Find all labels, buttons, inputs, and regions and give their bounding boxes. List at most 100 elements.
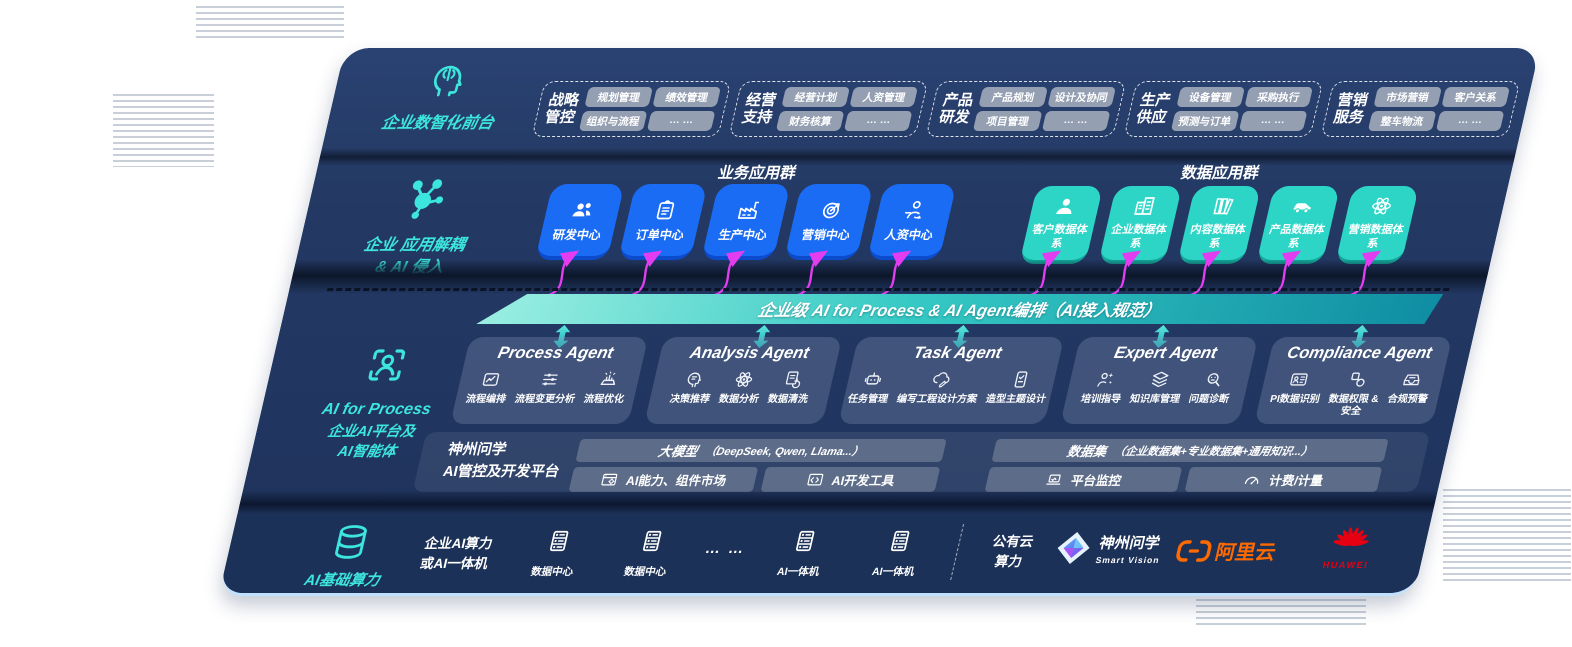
training-spark-icon	[1093, 369, 1119, 390]
front-tag: 组织与流程	[578, 111, 648, 131]
customer-icon	[1051, 194, 1081, 218]
front-group-name-line: 产品	[941, 91, 976, 109]
data-box-label: 内容数据体系	[1189, 224, 1247, 250]
agent-item: 培训指导	[1079, 369, 1128, 406]
public-cloud-line: 算力	[993, 554, 1024, 570]
doc-refresh-icon	[780, 369, 806, 390]
agent-item-label: 流程变更分析	[513, 394, 577, 405]
app-box-rd-center: 研发中心	[535, 184, 625, 260]
agent-item: 知识库管理	[1128, 369, 1187, 406]
platform-monitor-label: 平台监控	[1069, 474, 1123, 488]
app-box-marketing-center: 营销中心	[784, 184, 874, 260]
front-group-product: 产品 研发 产品规划 设计及协同 项目管理 … …	[925, 81, 1126, 137]
model-bar: 大模型 （DeepSeek, Qwen, Llama...）	[575, 439, 947, 462]
chart-box-icon	[478, 369, 504, 390]
node-label: AI一体机	[775, 566, 821, 578]
front-group-name: 生产 供应	[1135, 92, 1173, 127]
front-tag: 采购执行	[1244, 87, 1313, 107]
agent-item-label: 流程编排	[464, 394, 508, 405]
shelf-divider	[317, 148, 1517, 166]
front-tag: … …	[844, 111, 913, 131]
dev-tools-label: AI开发工具	[830, 474, 896, 488]
agent-item-label: 决策推荐	[668, 394, 712, 405]
agent-item-label: 数据清洗	[766, 394, 810, 405]
enterprise-compute-line: 或AI一体机	[418, 556, 490, 572]
dataset-bar-title: 数据集	[1065, 444, 1109, 459]
content-icon	[1209, 194, 1239, 218]
front-group-tags: 经营计划 人资管理 财务核算 … …	[776, 87, 919, 131]
front-group-name-line: 营销	[1335, 91, 1370, 109]
app-box-label: 研发中心	[551, 227, 603, 242]
agent-item: 流程变更分析	[513, 369, 582, 406]
agent-title: Task Agent	[911, 344, 1004, 362]
agent-item-label: 合规预警	[1386, 394, 1429, 405]
orchestration-title: 企业级 AI for Process & AI Agent编排（AI接入规范）	[756, 302, 1163, 320]
front-tag: … …	[1041, 111, 1111, 131]
agent-item-label: 任务管理	[846, 394, 890, 405]
head-brain-icon	[423, 60, 472, 100]
agent-item: 流程编排	[464, 369, 513, 406]
front-tag: 财务核算	[776, 111, 845, 131]
molecule-icon	[397, 176, 454, 222]
front-group-marketing: 营销 服务 市场营销 客户关系 整车物流 … …	[1320, 81, 1521, 137]
front-tag: … …	[1435, 111, 1505, 131]
node-datacenter: 数据中心	[603, 528, 695, 579]
architecture-panel: 企业数智化前台 战略 管控 规划管理 绩效管理 组织与流程 … … 经营 支持	[218, 48, 1540, 596]
metering-label: 计费/计量	[1267, 474, 1325, 488]
agent-item-label: 知识库管理	[1128, 394, 1182, 405]
decor-stripes-left	[113, 94, 214, 167]
front-stage-groups: 战略 管控 规划管理 绩效管理 组织与流程 … … 经营 支持 经营计划 人资管…	[531, 81, 1521, 137]
agent-item-label: 数据权限 & 安全	[1327, 394, 1380, 417]
server-icon	[636, 528, 668, 554]
front-tag: 客户关系	[1441, 87, 1511, 107]
data-box-label: 产品数据体系	[1268, 224, 1326, 250]
gauge-icon	[1242, 471, 1264, 489]
team-icon	[568, 198, 598, 222]
agent-item-label: 培训指导	[1079, 394, 1123, 405]
agent-title: Compliance Agent	[1285, 344, 1434, 362]
business-app-boxes: 研发中心 订单中心 生产中心 营销中心 人资中心	[535, 184, 957, 260]
front-group-name: 营销 服务	[1332, 92, 1370, 127]
decor-stripes-right	[1443, 489, 1571, 582]
front-group-tags: 市场营销 客户关系 整车物流 … …	[1367, 87, 1511, 131]
agent-item: 造型主题设计	[984, 369, 1053, 406]
front-group-name-line: 研发	[937, 109, 972, 126]
front-group-name-line: 服务	[1331, 109, 1366, 126]
agent-box-task: Task Agent 任务管理 编写工程设计方案 造型主题设计	[838, 337, 1065, 424]
front-tag: … …	[646, 111, 716, 131]
agent-boxes: Process Agent 流程编排 流程变更分析 流程优化	[450, 337, 1453, 424]
cloud-pen-icon	[929, 369, 955, 390]
front-tag: 产品规划	[978, 87, 1048, 107]
app-box-production-center: 生产中心	[701, 184, 791, 260]
server-icon	[543, 528, 575, 554]
front-group-name-line: 战略	[546, 91, 581, 109]
agent-item: 决策推荐	[668, 369, 717, 406]
shenzhou-wenxue-logo: 神州问学 Smart Vision	[1051, 530, 1166, 566]
infrastructure-band: AI基础算力 企业AI算力 或AI一体机 数据中心 数据中心 … … AI一体机	[219, 514, 1433, 593]
diagnose-icon	[1201, 369, 1227, 390]
car-icon	[1288, 194, 1318, 218]
agent-box-expert: Expert Agent 培训指导 知识库管理 问题诊断	[1060, 337, 1259, 424]
agent-item-label: 造型主题设计	[984, 394, 1048, 405]
front-tag: 设备管理	[1176, 87, 1245, 107]
tray-icon	[1399, 369, 1425, 390]
dev-tools-icon	[804, 471, 826, 489]
front-group-name-line: 管控	[542, 109, 577, 126]
front-group-operation: 经营 支持 经营计划 人资管理 财务核算 … …	[728, 81, 929, 137]
app-box-label: 订单中心	[634, 227, 686, 242]
agent-box-process: Process Agent 流程编排 流程变更分析 流程优化	[450, 337, 649, 424]
agent-box-compliance: Compliance Agent PI数据识别 数据权限 & 安全 合规预警	[1254, 337, 1453, 424]
target-icon	[817, 198, 847, 222]
front-group-name-line: 支持	[740, 109, 775, 126]
infra-dashed-divider	[950, 524, 965, 580]
component-market-bar: AI能力、组件市场	[568, 467, 759, 492]
agent-items: 任务管理 编写工程设计方案 造型主题设计	[846, 369, 1053, 406]
bot-icon	[860, 369, 886, 390]
front-tag: 预测与订单	[1170, 111, 1240, 131]
data-apps-title: 数据应用群	[1179, 165, 1261, 182]
front-group-name-line: 经营	[744, 91, 779, 109]
public-cloud-label: 公有云 算力	[967, 532, 1054, 573]
front-stage-label: 企业数智化前台	[379, 115, 496, 132]
server-icon	[789, 528, 821, 554]
enterprise-compute-label: 企业AI算力 或AI一体机	[381, 534, 530, 575]
